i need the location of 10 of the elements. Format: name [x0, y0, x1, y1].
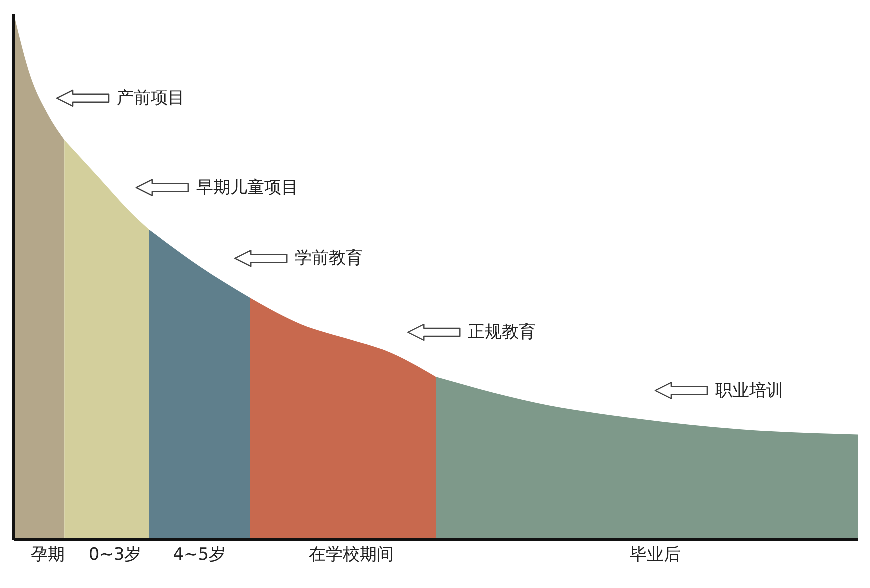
- annotation: 职业培训: [715, 380, 784, 401]
- x-tick-label: 毕业后: [630, 545, 681, 566]
- x-tick-label: 0~3岁: [88, 545, 142, 566]
- annotation: 产前项目: [117, 88, 186, 108]
- x-tick-label: 在学校期间: [309, 545, 394, 566]
- x-tick-label: 4~5岁: [173, 545, 226, 566]
- annotation: 正规教育: [468, 322, 536, 342]
- x-tick-label: 孕期: [30, 545, 65, 566]
- annotation: 早期儿童项目: [196, 178, 298, 198]
- annotation: 学前教育: [295, 248, 364, 269]
